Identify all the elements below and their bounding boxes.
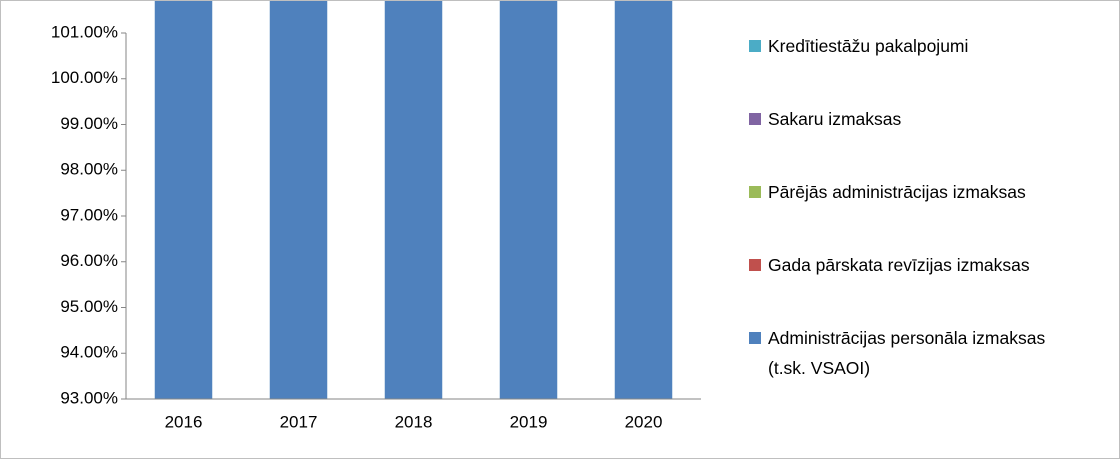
bar-segment — [384, 1, 443, 399]
legend-label: Pārējās administrācijas izmaksas — [768, 182, 1026, 202]
y-tick-label: 101.00% — [51, 22, 118, 41]
bar-segment — [269, 1, 328, 399]
x-tick-label: 2020 — [625, 412, 663, 431]
bar-segment — [154, 1, 213, 400]
y-tick-label: 98.00% — [60, 160, 118, 179]
y-tick-label: 99.00% — [60, 114, 118, 133]
legend-swatch — [749, 113, 761, 125]
legend-item: Kredītiestāžu pakalpojumi — [749, 31, 1109, 104]
plot: 93.00% 94.00% 95.00% 96.00% 97.00% 98.00% 99.0… — [51, 1, 701, 431]
y-tick-label: 95.00% — [60, 297, 118, 316]
y-tick-label: 93.00% — [60, 388, 118, 407]
y-tick-label: 94.00% — [60, 343, 118, 362]
legend-item: Administrācijas personāla izmaksas (t.sk… — [749, 323, 1109, 396]
legend-label: Kredītiestāžu pakalpojumi — [768, 36, 969, 56]
y-tick-label: 100.00% — [51, 68, 118, 87]
legend-swatch — [749, 332, 761, 344]
legend-label: Sakaru izmaksas — [768, 109, 902, 129]
bar-segment — [614, 1, 673, 400]
x-tick-label: 2018 — [395, 412, 433, 431]
x-tick-label: 2016 — [165, 412, 203, 431]
bar-segment — [499, 1, 558, 399]
x-tick-label: 2019 — [510, 412, 548, 431]
legend-label: Gada pārskata revīzijas izmaksas — [768, 255, 1030, 275]
legend: Kredītiestāžu pakalpojumi Sakaru izmaksas… — [749, 31, 1109, 396]
legend-swatch — [749, 40, 761, 52]
y-tick-label: 96.00% — [60, 251, 118, 270]
legend-item: Pārējās administrācijas izmaksas — [749, 177, 1109, 250]
legend-item: Sakaru izmaksas — [749, 104, 1109, 177]
legend-item: Gada pārskata revīzijas izmaksas — [749, 250, 1109, 323]
y-tick-label: 97.00% — [60, 205, 118, 224]
legend-swatch — [749, 186, 761, 198]
legend-swatch — [749, 259, 761, 271]
legend-label: Administrācijas personāla izmaksas (t.sk… — [768, 328, 1046, 378]
x-tick-label: 2017 — [280, 412, 318, 431]
